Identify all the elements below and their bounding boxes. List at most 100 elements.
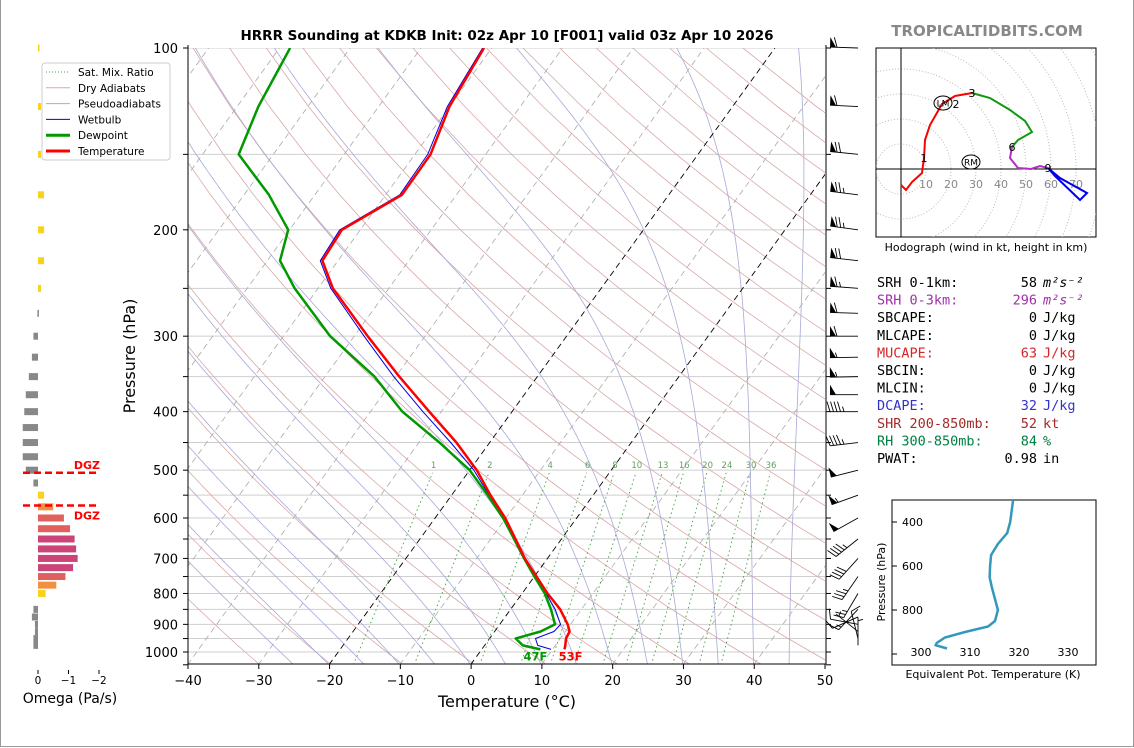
stat-row: RH 300-850mb: 84% [877, 433, 1051, 449]
wind-barbs [825, 37, 864, 646]
omega-bar [38, 573, 66, 581]
mixing-ratio-line [625, 472, 684, 664]
omega-bar [33, 479, 38, 487]
omega-bar [25, 391, 38, 399]
y-tick-label: 400 [153, 406, 178, 421]
x-tick-label: −20 [316, 674, 343, 689]
stat-row: SRH 0-3km: 296 m²s⁻² [877, 293, 1084, 309]
stat-value: 63 [1021, 345, 1037, 361]
hodograph-height-label: 1 [921, 152, 928, 165]
hodograph-height-label: 9 [1045, 162, 1052, 175]
stat-value: 296 [1013, 293, 1037, 309]
theta-e-x-tick-label: 310 [960, 646, 981, 659]
mixing-ratio-label: 6 [585, 461, 590, 471]
pseudoadiabat [188, 485, 365, 664]
wind-barb [828, 467, 859, 478]
wind-barb [830, 276, 859, 289]
stat-row: PWAT: 0.98 in [877, 451, 1059, 467]
dry-adiabat [265, 48, 825, 544]
omega-bar [34, 628, 38, 636]
x-tick-label: −10 [387, 674, 414, 689]
omega-bar [38, 545, 77, 553]
stat-unit: J/kg [1043, 328, 1076, 344]
wind-barb [827, 538, 859, 557]
hodograph-trace [900, 92, 973, 192]
stat-label: RH 300-850mb: [877, 433, 983, 449]
stat-row: SHR 200-850mb: 52 kt [877, 416, 1059, 432]
isotherm [188, 48, 422, 371]
omega-bar [38, 103, 42, 111]
x-tick-label: 10 [534, 674, 551, 689]
pseudoadiabat [188, 524, 329, 664]
omega-bar [38, 525, 71, 533]
pseudoadiabat [788, 48, 805, 664]
omega-bar [31, 613, 38, 621]
pseudoadiabat [273, 48, 648, 664]
stat-unit: J/kg [1043, 345, 1076, 361]
omega-bar [38, 503, 54, 511]
theta-e-plot: 400 600 800 300 310 320 330 [891, 499, 1097, 666]
storm-motion-marker [961, 154, 981, 170]
pseudoadiabat [188, 293, 506, 664]
wind-barb [828, 494, 859, 506]
omega-bar [22, 453, 38, 461]
x-tick-label: 20 [604, 674, 621, 689]
hodograph-height-label: 2 [953, 98, 960, 111]
y-tick-label: 100 [153, 42, 178, 57]
wind-barb [826, 401, 858, 413]
mixing-ratio-line [672, 472, 727, 664]
pseudoadiabat [188, 350, 471, 664]
x-tick-label: −40 [174, 674, 201, 689]
omega-bar [38, 491, 45, 499]
stat-label: MUCAPE: [877, 345, 934, 361]
legend-label: Sat. Mix. Ratio [78, 67, 154, 79]
y-tick-label: 600 [153, 512, 178, 527]
site-watermark: TROPICALTIDBITS.COM [891, 22, 1083, 40]
legend-label: Dry Adiabats [78, 83, 146, 95]
y-tick-label: 800 [153, 587, 178, 602]
hodograph-ring-label: 40 [994, 178, 1008, 191]
x-axis-label: Temperature (°C) [437, 692, 576, 711]
hodograph-height-label: 3 [969, 87, 976, 100]
dry-adiabat [449, 48, 825, 366]
wind-barb [829, 558, 859, 580]
surface-temperature-label: 53F [559, 649, 583, 663]
omega-bar [38, 226, 45, 234]
stat-unit: J/kg [1043, 363, 1076, 379]
legend-label: Dewpoint [78, 130, 128, 142]
dry-adiabat [188, 345, 547, 664]
dry-adiabat [188, 222, 690, 664]
stat-value: 84 [1021, 433, 1037, 449]
x-tick-label: 30 [675, 674, 692, 689]
stat-row: DCAPE: 32 J/kg [877, 398, 1076, 414]
wind-barb [830, 216, 859, 231]
stat-row: SBCAPE: 0 J/kg [877, 310, 1076, 326]
omega-bar [38, 554, 78, 562]
stat-value: 0 [1029, 381, 1037, 397]
wind-barb [830, 95, 859, 107]
mixing-ratio-label: 36 [766, 461, 777, 471]
stat-label: SBCIN: [877, 363, 926, 379]
legend-box [41, 62, 171, 161]
stat-label: PWAT: [877, 451, 918, 467]
y-tick-label: 500 [153, 464, 178, 479]
legend: Sat. Mix. Ratio Dry Adiabats Pseudoadiabat… [41, 62, 171, 161]
mixing-ratio-label: 8 [612, 461, 617, 471]
profiles [237, 48, 571, 651]
legend-label: Pseudoadiabats [78, 99, 161, 111]
hodograph-ring-label: 10 [919, 178, 933, 191]
dry-adiabat [188, 100, 825, 661]
stat-value: 0.98 [1004, 451, 1037, 467]
omega-bar [25, 466, 38, 474]
omega-bar [33, 641, 38, 649]
wind-barb [830, 181, 859, 196]
wind-barb [830, 326, 858, 337]
pseudoadiabat [516, 48, 719, 664]
hodograph-ring-label: 60 [1044, 178, 1058, 191]
wind-barb [829, 347, 859, 359]
omega-bar [38, 581, 57, 589]
dry-adiabat [375, 48, 825, 435]
stat-row: MLCAPE: 0 J/kg [877, 328, 1076, 344]
